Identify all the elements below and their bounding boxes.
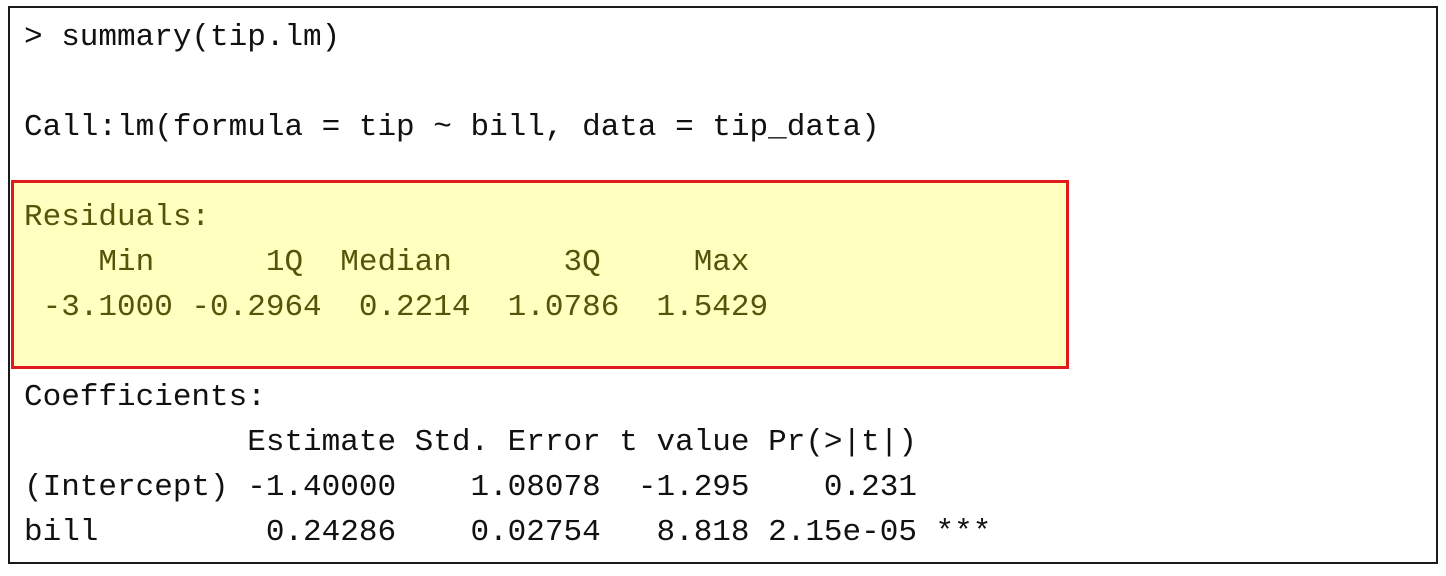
coefficients-title: Coefficients: <box>24 380 266 415</box>
r-console-output: > summary(tip.lm) Call:lm(formula = tip … <box>8 6 1438 564</box>
coefficients-header-row: Estimate Std. Error t value Pr(>|t|) <box>24 425 917 460</box>
command-prompt-line: > summary(tip.lm) <box>24 20 341 55</box>
coefficients-bill-row: bill 0.24286 0.02754 8.818 2.15e-05 *** <box>24 515 992 550</box>
residuals-title: Residuals: <box>24 200 211 235</box>
call-line: Call:lm(formula = tip ~ bill, data = tip… <box>24 110 880 145</box>
coefficients-intercept-row: (Intercept) -1.40000 1.08078 -1.295 0.23… <box>24 470 917 505</box>
residuals-values-row: -3.1000 -0.2964 0.2214 1.0786 1.5429 <box>24 290 769 325</box>
residuals-highlight-box <box>11 180 1069 369</box>
residuals-header-row: Min 1Q Median 3Q Max <box>24 245 750 280</box>
